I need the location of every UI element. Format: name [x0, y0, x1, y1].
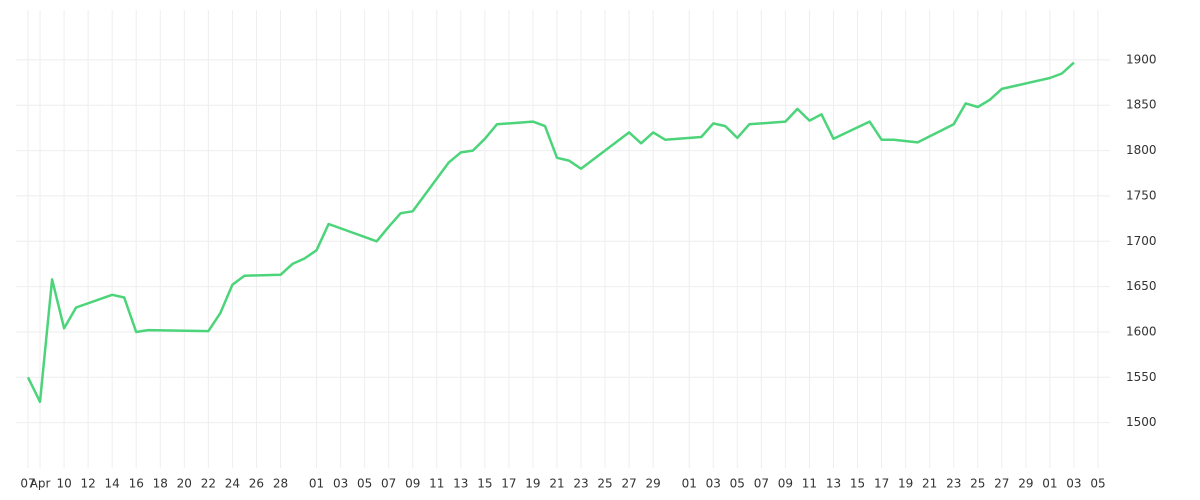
x-tick-label: 25: [970, 477, 985, 491]
x-tick-label: 01: [1042, 477, 1057, 491]
y-tick-label: 1500: [1126, 415, 1157, 429]
x-tick-label: 03: [333, 477, 348, 491]
x-tick-label: 21: [549, 477, 564, 491]
x-tick-label: 14: [105, 477, 120, 491]
y-tick-label: 1900: [1126, 52, 1157, 66]
x-tick-label: 21: [922, 477, 937, 491]
y-tick-label: 1700: [1126, 234, 1157, 248]
x-tick-label: 11: [802, 477, 817, 491]
y-tick-label: 1650: [1126, 279, 1157, 293]
x-tick-label: 16: [129, 477, 144, 491]
x-tick-label: 19: [898, 477, 913, 491]
y-tick-label: 1600: [1126, 324, 1157, 338]
x-tick-label: 26: [249, 477, 264, 491]
x-tick-label: 15: [477, 477, 492, 491]
x-tick-label: 17: [501, 477, 516, 491]
x-tick-label: 07: [381, 477, 396, 491]
x-tick-label: 13: [826, 477, 841, 491]
x-tick-label: 11: [429, 477, 444, 491]
x-tick-label: 15: [850, 477, 865, 491]
x-tick-label: 03: [706, 477, 721, 491]
y-tick-label: 1750: [1126, 188, 1157, 202]
x-tick-label: 13: [453, 477, 468, 491]
x-tick-label: 29: [1018, 477, 1033, 491]
x-tick-label: 28: [273, 477, 288, 491]
x-tick-label: Apr: [30, 477, 51, 491]
x-tick-label: 05: [1090, 477, 1105, 491]
x-tick-label: 10: [56, 477, 71, 491]
x-tick-label: 05: [730, 477, 745, 491]
x-tick-label: 19: [525, 477, 540, 491]
data-line: [26, 61, 1075, 404]
x-tick-label: 18: [153, 477, 168, 491]
x-tick-label: 09: [405, 477, 420, 491]
x-tick-label: 01: [309, 477, 324, 491]
x-tick-label: 27: [621, 477, 636, 491]
x-tick-label: 27: [994, 477, 1009, 491]
x-tick-label: 23: [946, 477, 961, 491]
x-tick-label: 20: [177, 477, 192, 491]
y-tick-label: 1850: [1126, 98, 1157, 112]
x-tick-label: 22: [201, 477, 216, 491]
x-tick-label: 07: [20, 477, 35, 491]
x-tick-label: 25: [597, 477, 612, 491]
x-tick-label: 03: [1066, 477, 1081, 491]
y-tick-label: 1800: [1126, 143, 1157, 157]
x-tick-label: 23: [573, 477, 588, 491]
x-tick-label: 09: [778, 477, 793, 491]
y-tick-label: 1550: [1126, 370, 1157, 384]
x-tick-label: 24: [225, 477, 240, 491]
x-tick-label: 17: [874, 477, 889, 491]
x-tick-label: 05: [357, 477, 372, 491]
x-tick-label: 29: [646, 477, 661, 491]
x-tick-label: 07: [754, 477, 769, 491]
x-tick-label: 01: [682, 477, 697, 491]
x-tick-label: 12: [80, 477, 95, 491]
